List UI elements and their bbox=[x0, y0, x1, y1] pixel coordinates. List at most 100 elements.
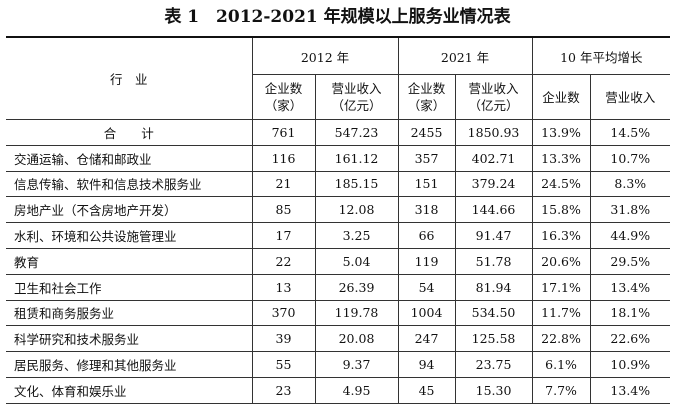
header-group: 10 年平均增长 bbox=[531, 36, 671, 75]
value-cell: 23.75 bbox=[454, 351, 533, 378]
value-cell: 13 bbox=[251, 273, 316, 301]
header-row: 企业数 （家） 营业收入 （亿元） 企业数 （家） 营业收入 （亿元） 企业数 营业收入 bbox=[6, 74, 671, 120]
value-cell: 4.95 bbox=[314, 376, 399, 404]
industry-cell: 信息传输、软件和信息技术服务业 bbox=[6, 170, 253, 198]
value-cell: 7.7% bbox=[531, 376, 591, 404]
value-cell: 534.50 bbox=[454, 299, 533, 327]
header-line: 企业数 bbox=[264, 81, 303, 96]
table-body: 合 计 761 547.23 2455 1850.93 13.9% 14.5% 交通运输、仓储… bbox=[6, 119, 671, 404]
header-cell: 营业收入 bbox=[589, 74, 671, 120]
value-cell: 24.5% bbox=[531, 170, 591, 198]
value-cell: 20.08 bbox=[314, 325, 399, 353]
industry-cell: 房地产业（不含房地产开发） bbox=[6, 196, 253, 224]
value-cell: 2455 bbox=[397, 119, 456, 146]
value-cell: 357 bbox=[397, 144, 456, 172]
header-row: 行 业 2012 年 2021 年 10 年平均增长 bbox=[6, 36, 671, 120]
value-cell: 23 bbox=[251, 376, 316, 404]
value-cell: 15.8% bbox=[531, 196, 591, 224]
value-cell: 85 bbox=[251, 196, 316, 224]
table-row: 卫生和社会工作 13 26.39 54 81.94 17.1% 13.4% bbox=[6, 273, 671, 301]
value-cell: 8.3% bbox=[589, 170, 671, 198]
value-cell: 20.6% bbox=[531, 247, 591, 275]
table-row: 居民服务、修理和其他服务业 55 9.37 94 23.75 6.1% 10.9% bbox=[6, 351, 671, 378]
value-cell: 6.1% bbox=[531, 351, 591, 378]
value-cell: 39 bbox=[251, 325, 316, 353]
value-cell: 9.37 bbox=[314, 351, 399, 378]
table-head: 行 业 2012 年 2021 年 10 年平均增长 企业数 （家） 营业收入 （亿元） 企业数… bbox=[6, 36, 671, 120]
value-cell: 119.78 bbox=[314, 299, 399, 327]
value-cell: 1850.93 bbox=[454, 119, 533, 146]
value-cell: 17 bbox=[251, 222, 316, 249]
table-row: 租赁和商务服务业 370 119.78 1004 534.50 11.7% 18.1% bbox=[6, 299, 671, 327]
table-row: 合 计 761 547.23 2455 1850.93 13.9% 14.5% bbox=[6, 119, 671, 146]
value-cell: 54 bbox=[397, 273, 456, 301]
value-cell: 10.9% bbox=[589, 351, 671, 378]
value-cell: 22 bbox=[251, 247, 316, 275]
value-cell: 45 bbox=[397, 376, 456, 404]
data-table: 行 业 2012 年 2021 年 10 年平均增长 企业数 （家） 营业收入 （亿元） 企业数… bbox=[6, 36, 671, 404]
value-cell: 91.47 bbox=[454, 222, 533, 249]
value-cell: 161.12 bbox=[314, 144, 399, 172]
value-cell: 15.30 bbox=[454, 376, 533, 404]
industry-cell: 教育 bbox=[6, 247, 253, 275]
value-cell: 761 bbox=[251, 119, 316, 146]
header-group: 2021 年 bbox=[397, 36, 533, 75]
value-cell: 5.04 bbox=[314, 247, 399, 275]
value-cell: 55 bbox=[251, 351, 316, 378]
value-cell: 21 bbox=[251, 170, 316, 198]
header-line: 营业收入 bbox=[605, 89, 656, 105]
table-row: 交通运输、仓储和邮政业 116 161.12 357 402.71 13.3% 10.7% bbox=[6, 144, 671, 172]
table-row: 科学研究和技术服务业 39 20.08 247 125.58 22.8% 22.6% bbox=[6, 325, 671, 353]
header-line: 企业数 bbox=[407, 81, 446, 96]
header-line: （家） bbox=[264, 98, 303, 113]
value-cell: 1004 bbox=[397, 299, 456, 327]
value-cell: 94 bbox=[397, 351, 456, 378]
value-cell: 13.4% bbox=[589, 273, 671, 301]
value-cell: 29.5% bbox=[589, 247, 671, 275]
industry-cell: 居民服务、修理和其他服务业 bbox=[6, 351, 253, 378]
value-cell: 31.8% bbox=[589, 196, 671, 224]
table-row: 文化、体育和娱乐业 23 4.95 45 15.30 7.7% 13.4% bbox=[6, 376, 671, 404]
header-line: （亿元） bbox=[331, 98, 382, 113]
header-line: （亿元） bbox=[468, 98, 519, 113]
table-row: 教育 22 5.04 119 51.78 20.6% 29.5% bbox=[6, 247, 671, 275]
industry-cell: 租赁和商务服务业 bbox=[6, 299, 253, 327]
value-cell: 185.15 bbox=[314, 170, 399, 198]
value-cell: 125.58 bbox=[454, 325, 533, 353]
header-line: 营业收入 bbox=[468, 81, 519, 96]
value-cell: 3.25 bbox=[314, 222, 399, 249]
value-cell: 26.39 bbox=[314, 273, 399, 301]
header-cell: 营业收入 （亿元） bbox=[454, 74, 533, 120]
header-line: 企业数 bbox=[542, 89, 580, 105]
industry-cell: 卫生和社会工作 bbox=[6, 273, 253, 301]
value-cell: 22.8% bbox=[531, 325, 591, 353]
value-cell: 10.7% bbox=[589, 144, 671, 172]
value-cell: 247 bbox=[397, 325, 456, 353]
value-cell: 13.4% bbox=[589, 376, 671, 404]
value-cell: 11.7% bbox=[531, 299, 591, 327]
header-cell: 营业收入 （亿元） bbox=[314, 74, 399, 120]
header-cell: 企业数 （家） bbox=[397, 74, 456, 120]
value-cell: 18.1% bbox=[589, 299, 671, 327]
value-cell: 370 bbox=[251, 299, 316, 327]
value-cell: 81.94 bbox=[454, 273, 533, 301]
industry-cell: 水利、环境和公共设施管理业 bbox=[6, 222, 253, 249]
industry-cell: 交通运输、仓储和邮政业 bbox=[6, 144, 253, 172]
industry-cell: 文化、体育和娱乐业 bbox=[6, 376, 253, 404]
value-cell: 12.08 bbox=[314, 196, 399, 224]
value-cell: 318 bbox=[397, 196, 456, 224]
value-cell: 22.6% bbox=[589, 325, 671, 353]
header-cell: 行 业 bbox=[6, 36, 253, 120]
value-cell: 144.66 bbox=[454, 196, 533, 224]
industry-cell: 合 计 bbox=[6, 119, 253, 146]
table-row: 房地产业（不含房地产开发） 85 12.08 318 144.66 15.8% 31.8% bbox=[6, 196, 671, 224]
value-cell: 66 bbox=[397, 222, 456, 249]
value-cell: 44.9% bbox=[589, 222, 671, 249]
value-cell: 14.5% bbox=[589, 119, 671, 146]
table-row: 水利、环境和公共设施管理业 17 3.25 66 91.47 16.3% 44.9% bbox=[6, 222, 671, 249]
header-cell: 企业数 bbox=[531, 74, 591, 120]
value-cell: 151 bbox=[397, 170, 456, 198]
value-cell: 116 bbox=[251, 144, 316, 172]
value-cell: 13.9% bbox=[531, 119, 591, 146]
